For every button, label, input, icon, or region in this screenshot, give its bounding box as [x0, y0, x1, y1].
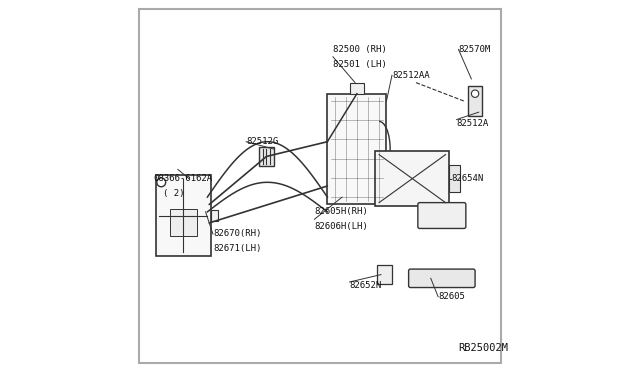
Text: 82500 (RH): 82500 (RH): [333, 45, 387, 54]
Text: 82501 (LH): 82501 (LH): [333, 60, 387, 69]
Text: ( 2): ( 2): [163, 189, 184, 198]
Text: 82670(RH): 82670(RH): [213, 230, 261, 238]
Circle shape: [472, 90, 479, 97]
FancyBboxPatch shape: [418, 203, 466, 228]
Text: 82512G: 82512G: [246, 137, 278, 146]
Circle shape: [157, 178, 166, 187]
FancyBboxPatch shape: [468, 86, 483, 116]
FancyBboxPatch shape: [408, 269, 475, 288]
Text: 08366-6162A: 08366-6162A: [154, 174, 213, 183]
Text: 82512A: 82512A: [456, 119, 489, 128]
FancyBboxPatch shape: [449, 165, 460, 192]
Text: 82605: 82605: [438, 292, 465, 301]
Text: 82605H(RH): 82605H(RH): [314, 207, 368, 217]
FancyBboxPatch shape: [211, 210, 218, 221]
Text: 82654N: 82654N: [451, 174, 483, 183]
FancyBboxPatch shape: [259, 147, 274, 166]
FancyBboxPatch shape: [376, 151, 449, 206]
Text: 82671(LH): 82671(LH): [213, 244, 261, 253]
Text: 82512AA: 82512AA: [392, 71, 429, 80]
Text: 82652N: 82652N: [349, 281, 382, 290]
Text: 82606H(LH): 82606H(LH): [314, 222, 368, 231]
FancyBboxPatch shape: [328, 94, 387, 205]
Text: 82570M: 82570M: [458, 45, 491, 54]
FancyBboxPatch shape: [170, 209, 197, 236]
FancyBboxPatch shape: [349, 83, 364, 94]
FancyBboxPatch shape: [377, 265, 392, 284]
Text: RB25002M: RB25002M: [458, 343, 508, 353]
FancyBboxPatch shape: [156, 175, 211, 256]
